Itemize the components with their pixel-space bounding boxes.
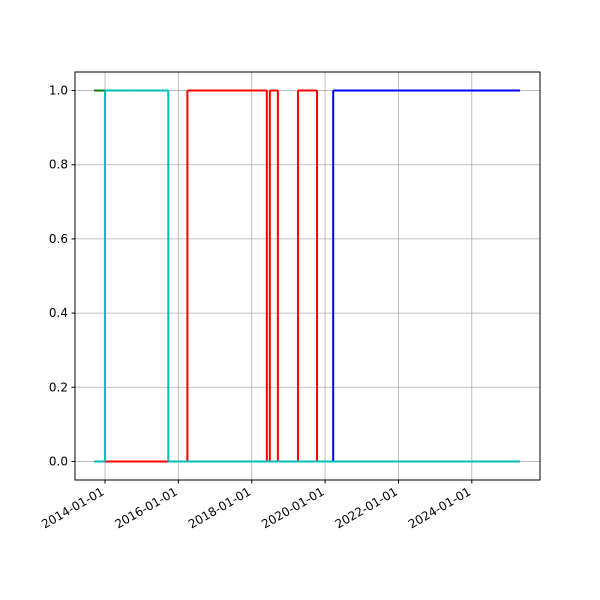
x-tick-label: 2014-01-01 (39, 484, 106, 531)
x-tick-label: 2018-01-01 (186, 484, 253, 531)
x-tick-label: 2024-01-01 (406, 484, 473, 531)
y-tick-label: 0.0 (49, 454, 68, 468)
plot-frame (74, 71, 541, 481)
y-tick-label: 0.6 (49, 232, 68, 246)
plot-area (75, 72, 540, 480)
y-tick-label: 1.0 (49, 84, 68, 98)
x-tick-label: 2016-01-01 (112, 484, 179, 531)
y-tick-label: 0.2 (49, 380, 68, 394)
y-tick-label: 0.4 (49, 306, 68, 320)
y-tick-label: 0.8 (49, 158, 68, 172)
x-tick-label: 2020-01-01 (259, 484, 326, 531)
x-tick-label: 2022-01-01 (333, 484, 400, 531)
